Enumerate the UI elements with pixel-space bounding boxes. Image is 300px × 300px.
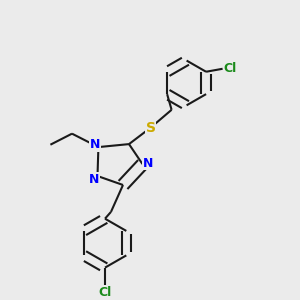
Text: N: N — [143, 157, 153, 170]
Text: Cl: Cl — [98, 286, 112, 298]
Text: Cl: Cl — [224, 62, 237, 75]
Text: N: N — [90, 138, 100, 151]
Text: S: S — [146, 121, 156, 135]
Text: N: N — [89, 173, 99, 186]
